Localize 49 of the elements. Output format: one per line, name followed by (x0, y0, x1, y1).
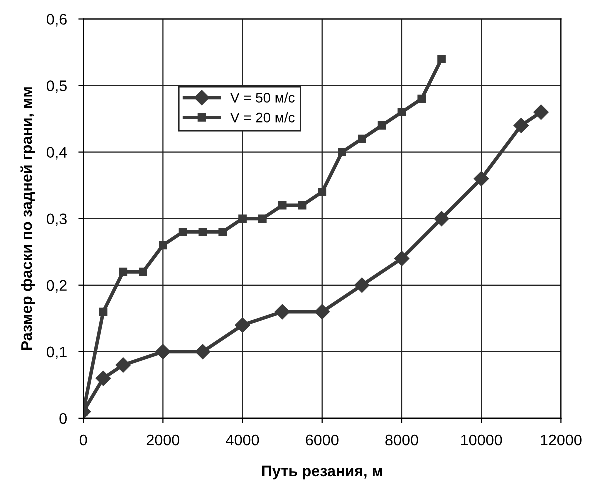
point (378, 122, 386, 130)
y-tick-label: 0,3 (46, 214, 67, 226)
point (96, 370, 112, 386)
x-tick-label: 6000 (306, 434, 339, 446)
y-tick-label: 0,2 (46, 280, 67, 293)
point (235, 318, 250, 333)
y-tick-label: 0 (60, 413, 68, 424)
point (119, 268, 128, 276)
legend-label: V = 20 м/с (230, 112, 295, 123)
x-tick-label: 10000 (462, 434, 502, 446)
y-tick-label: 0,6 (46, 14, 67, 27)
point (195, 344, 211, 360)
point (394, 251, 410, 266)
point (275, 304, 290, 320)
y-tick-label: 0,5 (46, 80, 67, 94)
x-axis-title: Путь резания, м (262, 466, 382, 480)
y-tick-label: 0,1 (46, 346, 67, 360)
point (418, 94, 426, 104)
point (198, 228, 208, 236)
point (358, 134, 366, 144)
point (434, 211, 450, 226)
x-tick-label: 2000 (146, 434, 180, 446)
point (338, 148, 346, 156)
point (178, 228, 188, 236)
point (156, 344, 171, 360)
x-tick-label: 12000 (541, 434, 582, 446)
point (218, 228, 228, 236)
point (298, 201, 307, 210)
x-tick-label: 4000 (226, 434, 260, 446)
point (314, 304, 330, 320)
point (258, 214, 267, 224)
x-tick-label: 8000 (386, 434, 418, 446)
point (398, 108, 406, 117)
point (514, 118, 529, 134)
y-axis-title: Размер фаски по задней грани, мм (20, 88, 36, 350)
point (116, 358, 131, 373)
point (139, 268, 148, 276)
x-tick-label: 0 (80, 434, 88, 446)
y-tick-label: 0,4 (46, 147, 68, 160)
legend-label: V = 50 м/с (230, 92, 295, 103)
point (318, 188, 327, 196)
point (438, 54, 446, 64)
point (99, 308, 108, 316)
point (354, 278, 370, 293)
point (159, 241, 168, 250)
point (238, 214, 247, 224)
point (278, 201, 287, 210)
point (474, 171, 490, 186)
point (534, 104, 549, 120)
